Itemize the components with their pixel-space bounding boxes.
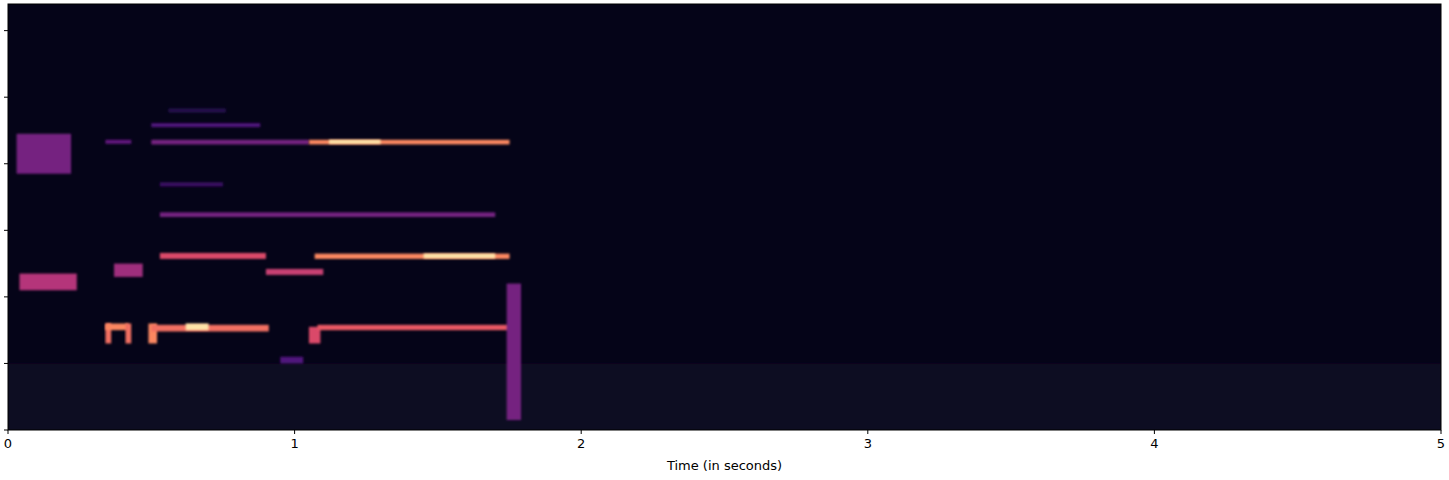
x-tick (1441, 430, 1442, 434)
y-tick (4, 363, 8, 364)
cell (105, 324, 128, 331)
chart: 0 1 2 3 4 5 Time (in seconds) (0, 0, 1449, 480)
cell (266, 269, 323, 275)
y-tick (4, 430, 8, 431)
cell (151, 140, 309, 145)
x-tick-label: 4 (1150, 436, 1158, 451)
cell (424, 254, 496, 259)
cell (114, 264, 143, 277)
x-tick (8, 430, 9, 434)
cell (507, 284, 521, 420)
cell (126, 324, 132, 344)
cell (160, 253, 266, 259)
x-tick (867, 430, 868, 434)
x-tick-label: 3 (864, 436, 872, 451)
cell (17, 134, 71, 174)
y-tick (4, 30, 8, 31)
cell (186, 324, 209, 331)
cell (318, 325, 510, 330)
x-tick-label: 1 (290, 436, 298, 451)
cell (19, 274, 76, 291)
cell (151, 325, 269, 332)
x-tick (1154, 430, 1155, 434)
y-tick (4, 296, 8, 297)
cells (8, 109, 1441, 430)
cell (160, 182, 223, 186)
plot-background (8, 4, 1441, 430)
y-tick (4, 230, 8, 231)
cell (151, 123, 260, 127)
x-tick (294, 430, 295, 434)
x-tick-label: 5 (1437, 436, 1445, 451)
cell (160, 212, 495, 217)
cell (280, 357, 303, 364)
cell (105, 140, 131, 144)
plot-frame (8, 4, 1441, 430)
x-tick (581, 430, 582, 434)
y-tick (4, 97, 8, 98)
x-tick-label: 2 (577, 436, 585, 451)
cell (168, 109, 225, 113)
cell (8, 363, 1441, 430)
y-tick (4, 163, 8, 164)
cell (329, 140, 381, 144)
cell (315, 254, 510, 259)
x-axis-label: Time (in seconds) (666, 458, 782, 473)
cell (309, 140, 510, 145)
x-tick-label: 0 (4, 436, 12, 451)
